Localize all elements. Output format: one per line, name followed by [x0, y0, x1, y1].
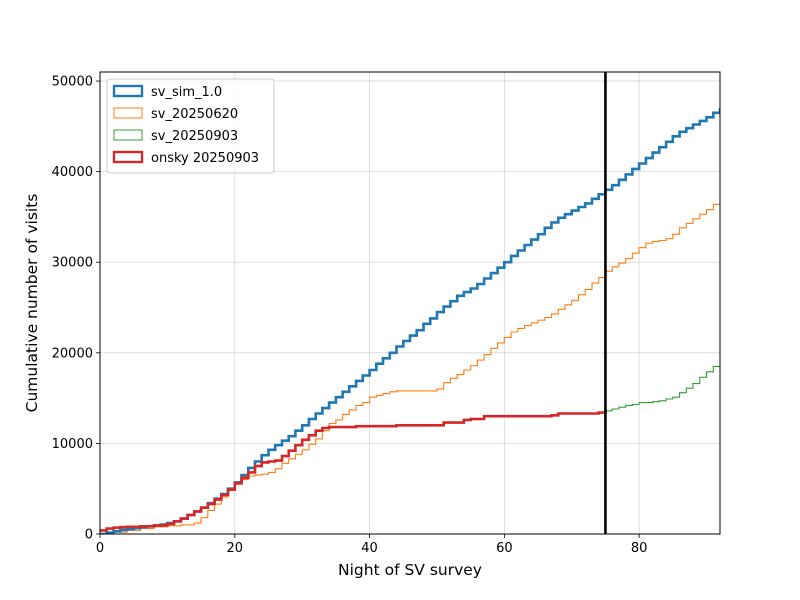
- series-line-3: [100, 410, 607, 532]
- legend-label: sv_20250620: [151, 107, 238, 122]
- legend-box: [106, 78, 275, 174]
- y-tick-label: 50000: [52, 75, 93, 90]
- legend-label: onsky 20250903: [151, 151, 259, 166]
- legend-swatch: [113, 129, 143, 141]
- x-tick-label: 60: [496, 541, 513, 556]
- y-axis-label: Cumulative number of visits: [23, 194, 41, 413]
- legend-label: sv_sim_1.0: [151, 85, 222, 100]
- series-lines: [100, 108, 720, 534]
- x-tick-label: 40: [361, 541, 378, 556]
- y-tick-label: 40000: [52, 165, 93, 180]
- x-axis-label: Night of SV survey: [338, 561, 482, 579]
- y-tick-label: 0: [85, 528, 93, 543]
- legend-swatch: [113, 107, 143, 119]
- series-line-2: [605, 364, 720, 412]
- y-tick-label: 30000: [52, 256, 93, 271]
- y-tick-label: 20000: [52, 346, 93, 361]
- y-tick-label: 10000: [52, 437, 93, 452]
- legend-swatch: [112, 84, 144, 98]
- x-tick-label: 80: [631, 541, 648, 556]
- x-tick-label: 20: [227, 541, 244, 556]
- legend-swatch: [112, 150, 144, 164]
- legend-label: sv_20250903: [151, 129, 238, 144]
- x-tick-label: 0: [96, 541, 104, 556]
- plot-frame: [99, 71, 721, 535]
- axis-ticks: 0 20 40 60 80 0 10000 20000 30000 40000 50000: [52, 75, 648, 556]
